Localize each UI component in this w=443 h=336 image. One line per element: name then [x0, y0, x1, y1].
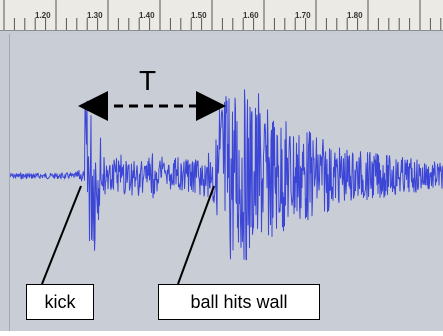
ruler-tick-label: 1.40 [139, 11, 155, 20]
ball-hits-wall-label: ball hits wall [158, 284, 320, 320]
ball-pointer-line [177, 185, 215, 285]
ruler-tick-label: 1.20 [35, 11, 51, 20]
waveform [9, 89, 443, 261]
waveform-line [9, 89, 443, 261]
timeline-ruler[interactable]: 1.20 1.30 1.40 1.50 1.60 1.70 1.80 [0, 0, 443, 31]
kick-pointer-line [41, 185, 82, 285]
ruler-ticks [3, 0, 442, 30]
kick-label: kick [26, 284, 94, 320]
period-label: T [139, 65, 157, 96]
ruler-tick-label: 1.60 [243, 11, 259, 20]
ruler-tick-label: 1.80 [347, 11, 363, 20]
ruler-tick-label: 1.70 [295, 11, 311, 20]
audio-track[interactable] [9, 34, 443, 331]
ruler-tick-label: 1.50 [191, 11, 207, 20]
ruler-tick-label: 1.30 [87, 11, 103, 20]
